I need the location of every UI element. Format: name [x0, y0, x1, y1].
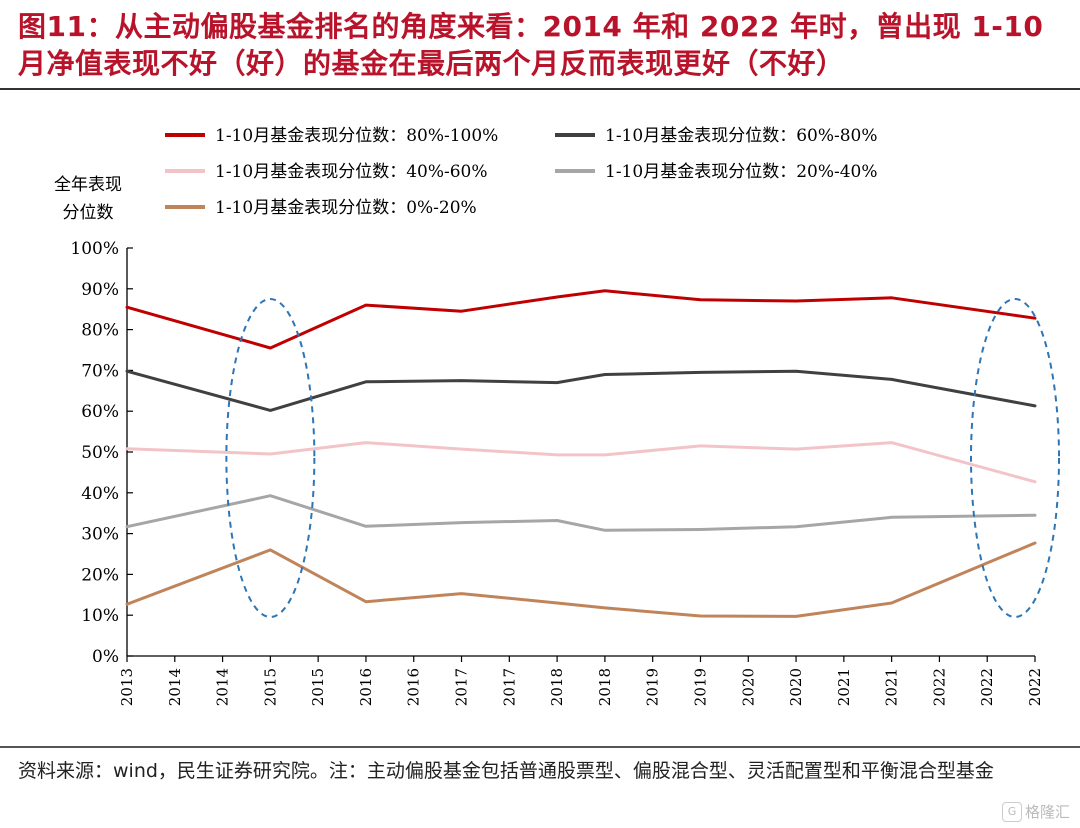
y-tick-label: 90% [81, 280, 119, 300]
x-tick-label: 2020 [787, 668, 805, 706]
legend-label: 1-10月基金表现分位数：60%-80% [605, 126, 878, 146]
y-tick-label: 10% [81, 606, 119, 626]
watermark-text: 格隆汇 [1024, 802, 1070, 821]
x-tick-label: 2017 [453, 668, 471, 706]
legend-label: 1-10月基金表现分位数：0%-20% [215, 198, 477, 218]
y-tick-label: 40% [81, 484, 119, 504]
y-tick-label: 70% [81, 361, 119, 381]
x-tick-label: 2019 [644, 668, 662, 706]
x-tick-labels: 2013 2014 2014 2015 2015 2016 2016 2017 2017 2018… [118, 656, 1044, 706]
series-line-5 [125, 541, 1037, 618]
y-tick-label: 0% [92, 647, 119, 667]
y-tick-label: 100% [70, 239, 119, 259]
x-tick-label: 2013 [118, 668, 136, 706]
y-tick-label: 80% [81, 321, 119, 341]
x-tick-label: 2020 [739, 668, 757, 706]
line-chart: 1-10月基金表现分位数：80%-100% 1-10月基金表现分位数：60%-80… [54, 126, 1060, 706]
x-tick-label: 2016 [405, 668, 423, 706]
x-tick-label: 2016 [357, 668, 375, 706]
x-tick-label: 2017 [500, 668, 518, 706]
y-axis-label: 全年表现 分位数 [54, 175, 122, 223]
x-tick-label: 2014 [214, 668, 232, 706]
chart-axes [126, 248, 1035, 657]
x-tick-label: 2018 [596, 668, 614, 706]
y-tick-label: 20% [81, 565, 119, 585]
watermark: G 格隆汇 [1001, 801, 1070, 822]
x-tick-label: 2015 [261, 668, 279, 706]
y-tick-labels: 0% 10% 20% 30% 40% 50% 60% 70% 80% 90% 100% [70, 239, 133, 667]
x-tick-label: 2019 [691, 668, 709, 706]
y-tick-label: 30% [81, 525, 119, 545]
x-tick-label: 2022 [978, 668, 996, 706]
title-bar: 图11：从主动偏股基金排名的角度来看：2014 年和 2022 年时，曾出现 1… [0, 0, 1080, 90]
source-note: 资料来源：wind，民生证券研究院。注：主动偏股基金包括普通股票型、偏股混合型、… [18, 760, 994, 782]
chart-legend: 1-10月基金表现分位数：80%-100% 1-10月基金表现分位数：60%-80… [165, 126, 878, 218]
x-tick-label: 2022 [930, 668, 948, 706]
highlight-ellipse-2014 [225, 298, 316, 618]
highlight-ellipse-2022 [970, 298, 1060, 618]
footer-divider [0, 746, 1080, 748]
series-lines [125, 289, 1037, 618]
legend-label: 1-10月基金表现分位数：40%-60% [215, 162, 488, 182]
x-tick-label: 2018 [548, 668, 566, 706]
watermark-logo-icon: G [1001, 802, 1022, 822]
y-axis-label-line-2: 分位数 [63, 203, 114, 223]
series-line-4 [125, 494, 1037, 532]
series-line-3 [125, 441, 1037, 484]
y-axis-label-line-1: 全年表现 [54, 175, 122, 195]
title-divider [0, 88, 1080, 90]
legend-label: 1-10月基金表现分位数：20%-40% [605, 162, 878, 182]
series-line-2 [125, 369, 1037, 412]
x-tick-label: 2021 [835, 668, 853, 706]
legend-label: 1-10月基金表现分位数：80%-100% [215, 126, 498, 146]
highlight-ellipses [225, 298, 1060, 618]
series-line-1 [125, 289, 1037, 350]
x-tick-label: 2022 [1026, 668, 1044, 706]
figure-title: 图11：从主动偏股基金排名的角度来看：2014 年和 2022 年时，曾出现 1… [18, 10, 1044, 80]
x-tick-label: 2021 [883, 668, 901, 706]
x-tick-label: 2014 [166, 668, 184, 706]
x-tick-label: 2015 [309, 668, 327, 706]
y-tick-label: 60% [81, 402, 119, 422]
y-tick-label: 50% [81, 443, 119, 463]
